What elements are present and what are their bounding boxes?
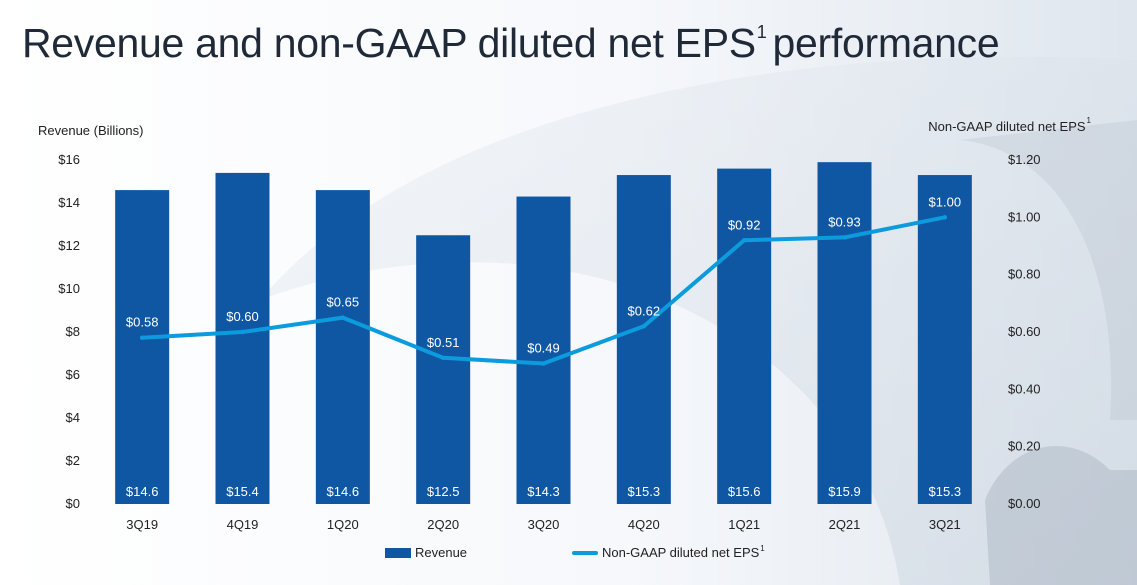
eps-point	[541, 361, 546, 366]
y-left-tick-label: $0	[66, 496, 80, 511]
legend-swatch-eps	[572, 550, 598, 555]
revenue-bar-label: $12.5	[427, 484, 460, 499]
eps-point	[641, 324, 647, 329]
y-right-tick-label: $0.00	[1008, 496, 1041, 511]
eps-point	[440, 355, 446, 360]
page-title: Revenue and non-GAAP diluted net EPS1 per…	[22, 20, 1000, 67]
eps-data-label: $0.60	[226, 309, 259, 324]
legend-item-eps: Non-GAAP diluted net EPS 1	[572, 544, 765, 560]
y-axis-right-footnote-marker: 1	[1086, 116, 1091, 125]
y-left-tick-label: $16	[58, 152, 80, 167]
revenue-bar	[917, 175, 972, 505]
y-axis-left-title: Revenue (Billions)	[38, 123, 144, 138]
legend-footnote-marker: 1	[760, 544, 765, 553]
y-left-tick-label: $2	[66, 453, 80, 468]
revenue-bar	[315, 190, 370, 504]
eps-data-label: $0.62	[628, 303, 661, 318]
title-footnote-marker: 1	[756, 22, 767, 42]
y-axis-right-title-text: Non-GAAP diluted net EPS	[928, 119, 1086, 134]
line-layer	[139, 215, 948, 366]
eps-point	[240, 329, 245, 335]
revenue-bar-label: $15.4	[226, 484, 259, 499]
eps-data-label: $0.92	[728, 217, 761, 232]
y-left-tick-label: $8	[66, 324, 80, 339]
eps-point	[139, 335, 145, 340]
eps-point	[942, 215, 948, 220]
revenue-bar-label: $14.6	[126, 484, 159, 499]
revenue-bar-label: $15.6	[728, 484, 761, 499]
y-axis-right-title: Non-GAAP diluted net EPS1	[928, 116, 1091, 134]
y-right-tick-label: $1.20	[1008, 152, 1041, 167]
y-left-tick-label: $10	[58, 281, 80, 296]
eps-point	[842, 235, 847, 240]
x-tick-label: 1Q20	[327, 517, 359, 532]
eps-data-label: $0.65	[327, 295, 360, 310]
x-tick-label: 3Q21	[929, 517, 961, 532]
legend-swatch-revenue	[385, 547, 411, 558]
x-tick-label: 2Q20	[427, 517, 459, 532]
x-tick-label: 1Q21	[728, 517, 760, 532]
revenue-bar-label: $15.3	[929, 484, 962, 499]
legend-label-eps: Non-GAAP diluted net EPS	[602, 545, 760, 560]
revenue-bar	[817, 162, 872, 504]
y-left-tick-label: $14	[58, 195, 80, 210]
eps-data-label: $0.93	[828, 214, 861, 229]
y-right-tick-label: $0.60	[1008, 324, 1041, 339]
revenue-bar	[416, 235, 471, 504]
revenue-bar-label: $14.3	[527, 484, 560, 499]
revenue-bar	[215, 172, 270, 504]
y-right-tick-label: $0.20	[1008, 439, 1041, 454]
revenue-bar-label: $15.3	[628, 484, 661, 499]
y-right-tick-label: $0.40	[1008, 381, 1041, 396]
eps-point	[741, 238, 747, 243]
legend-item-revenue: Revenue	[385, 545, 467, 560]
x-tick-label: 3Q19	[126, 517, 158, 532]
eps-data-label: $0.58	[126, 315, 159, 330]
x-tick-label: 3Q20	[528, 517, 560, 532]
revenue-bar	[616, 175, 671, 505]
revenue-bar	[115, 190, 170, 504]
x-tick-label: 4Q19	[227, 517, 259, 532]
legend-label-revenue: Revenue	[415, 545, 468, 560]
labels-layer: $14.6 $15.4 $14.6 $12.5 $14.3 $15.3 $15.6 $15.9…	[126, 194, 961, 499]
y-left-tick-label: $12	[58, 238, 80, 253]
eps-data-label: $1.00	[929, 194, 962, 209]
y-right-tick-label: $0.80	[1008, 267, 1041, 282]
y-left-tick-label: $4	[66, 410, 80, 425]
title-text: Revenue and non-GAAP diluted net EPS	[22, 20, 756, 66]
bars-layer	[115, 162, 972, 505]
y-left-tick-label: $6	[66, 367, 80, 382]
eps-point	[340, 315, 346, 320]
x-tick-label: 4Q20	[628, 517, 660, 532]
title-suffix: performance	[772, 20, 1000, 66]
revenue-bar	[516, 196, 571, 505]
revenue-bar	[717, 168, 772, 504]
x-tick-label: 2Q21	[829, 517, 861, 532]
axes-layer: $0 $2 $4 $6 $8 $10 $12 $14 $16 $0.00 $0.20 $0.40 $0.…	[58, 152, 1040, 532]
eps-data-label: $0.51	[427, 335, 460, 350]
y-right-tick-label: $1.00	[1008, 209, 1041, 224]
eps-data-label: $0.49	[527, 341, 560, 356]
revenue-bar-label: $15.9	[828, 484, 861, 499]
revenue-bar-label: $14.6	[327, 484, 360, 499]
